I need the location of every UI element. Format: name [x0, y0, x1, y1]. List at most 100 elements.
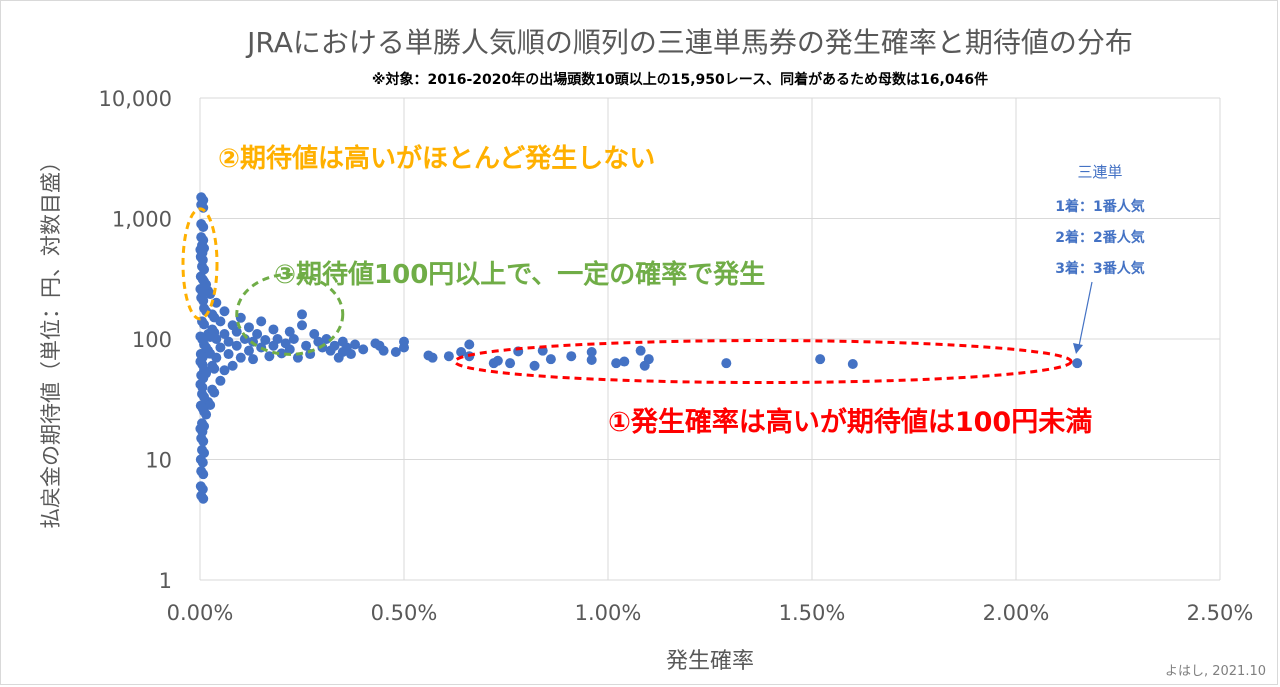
data-point	[205, 289, 216, 300]
data-point	[423, 350, 434, 361]
data-point	[268, 324, 279, 335]
data-point	[209, 312, 220, 323]
x-tick-label: 2.50%	[1187, 601, 1254, 625]
data-point	[264, 351, 275, 362]
data-point	[199, 391, 210, 402]
data-point	[350, 339, 361, 350]
data-point	[635, 345, 646, 356]
data-point	[313, 336, 324, 347]
data-point	[280, 338, 291, 349]
data-point	[198, 493, 209, 504]
y-axis-title: 払戻金の期待値（単位：円、対数目盛）	[39, 151, 63, 529]
data-point	[197, 426, 208, 437]
data-point	[219, 306, 230, 317]
y-tick-label: 1,000	[112, 208, 172, 232]
x-tick-label: 0.00%	[167, 601, 234, 625]
data-point	[443, 351, 454, 362]
data-point	[256, 316, 267, 327]
x-tick-label: 1.50%	[779, 601, 846, 625]
callout-title: 三連単	[1077, 163, 1122, 181]
y-tick-label: 10,000	[99, 87, 172, 111]
data-point	[390, 347, 401, 358]
data-point	[301, 340, 312, 351]
data-point	[333, 352, 344, 363]
data-point	[197, 254, 208, 265]
data-point	[197, 457, 208, 468]
chart-title: JRAにおける単勝人気順の順列の三連単馬券の発生確率と期待値の分布	[245, 26, 1133, 59]
data-point	[321, 334, 332, 344]
data-point	[505, 358, 516, 369]
annotation-ellipse-1	[453, 339, 1073, 385]
data-point	[456, 347, 467, 358]
data-point	[197, 334, 208, 345]
data-point	[219, 329, 230, 340]
data-point	[399, 336, 409, 347]
data-point	[198, 295, 209, 306]
data-point	[292, 352, 303, 363]
data-point	[209, 363, 220, 374]
data-point	[529, 360, 540, 371]
callout-line: 1着：1番人気	[1055, 198, 1144, 215]
data-point	[235, 352, 246, 363]
data-point	[198, 222, 209, 233]
data-point	[197, 247, 208, 258]
x-tick-label: 1.00%	[575, 601, 642, 625]
data-point	[235, 312, 246, 323]
annotation-ellipse-3	[235, 272, 345, 356]
data-point	[198, 373, 209, 384]
chart-subtitle: ※対象：2016-2020年の出場頭数10頭以上の15,950レース、同着がある…	[372, 71, 988, 88]
data-point	[231, 340, 242, 351]
callout-line: 2着：2番人気	[1055, 229, 1144, 246]
data-point	[223, 336, 234, 347]
annotation-ellipse-2	[181, 207, 219, 321]
data-point	[209, 387, 220, 398]
data-point	[215, 375, 226, 386]
callout-arrowhead	[1073, 343, 1083, 354]
data-point	[199, 319, 210, 330]
data-point	[198, 469, 209, 480]
data-point	[370, 338, 381, 349]
data-point	[309, 329, 320, 340]
data-point	[198, 436, 209, 447]
data-point	[243, 322, 254, 333]
callout-arrow	[1078, 281, 1093, 347]
data-point	[358, 344, 369, 355]
data-point	[197, 286, 208, 297]
data-point	[288, 334, 299, 344]
data-point	[205, 332, 216, 343]
data-point	[252, 329, 263, 340]
data-point	[227, 320, 238, 331]
data-point	[198, 195, 209, 206]
callout-line: 3着：3番人気	[1055, 260, 1144, 277]
data-point	[284, 326, 295, 337]
annotation-text-1: ①発生確率は高いが期待値は100円未満	[608, 406, 1092, 438]
data-point	[227, 360, 238, 371]
data-point	[847, 359, 858, 370]
annotation-text-3: ③期待値100円以上で、一定の確率で発生	[274, 259, 765, 290]
data-point	[586, 347, 597, 358]
data-point	[488, 358, 499, 369]
y-tick-label: 1	[159, 569, 172, 593]
y-tick-label: 100	[132, 328, 172, 352]
data-point	[815, 354, 826, 365]
data-point	[197, 352, 208, 363]
data-point	[337, 336, 348, 347]
data-point	[619, 356, 630, 367]
data-point	[297, 309, 307, 320]
x-tick-label: 2.00%	[983, 601, 1050, 625]
data-point	[1072, 358, 1083, 369]
x-tick-label: 0.50%	[371, 601, 438, 625]
credit-text: よはし, 2021.10	[1165, 664, 1266, 679]
data-point	[199, 447, 210, 458]
data-point	[268, 340, 279, 351]
data-point	[215, 342, 226, 353]
data-point	[611, 358, 622, 369]
data-point	[297, 320, 307, 331]
data-point	[201, 342, 212, 353]
data-point	[566, 351, 577, 362]
data-point	[325, 345, 336, 356]
data-point	[197, 403, 208, 414]
data-point	[248, 354, 259, 365]
